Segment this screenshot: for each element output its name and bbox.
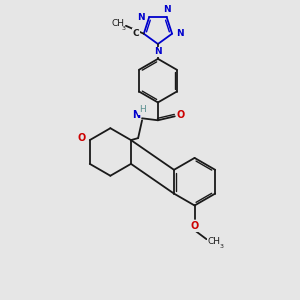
Text: O: O <box>177 110 185 120</box>
Text: 3: 3 <box>219 244 223 249</box>
Text: N: N <box>132 110 140 120</box>
Text: C: C <box>133 29 139 38</box>
Text: 3: 3 <box>122 26 126 31</box>
Text: H: H <box>139 105 145 114</box>
Text: N: N <box>137 13 145 22</box>
Text: O: O <box>78 133 86 143</box>
Text: N: N <box>163 5 170 14</box>
Text: CH: CH <box>208 237 221 246</box>
Text: N: N <box>154 47 162 56</box>
Text: O: O <box>190 221 199 231</box>
Text: N: N <box>176 29 184 38</box>
Text: CH: CH <box>112 19 124 28</box>
